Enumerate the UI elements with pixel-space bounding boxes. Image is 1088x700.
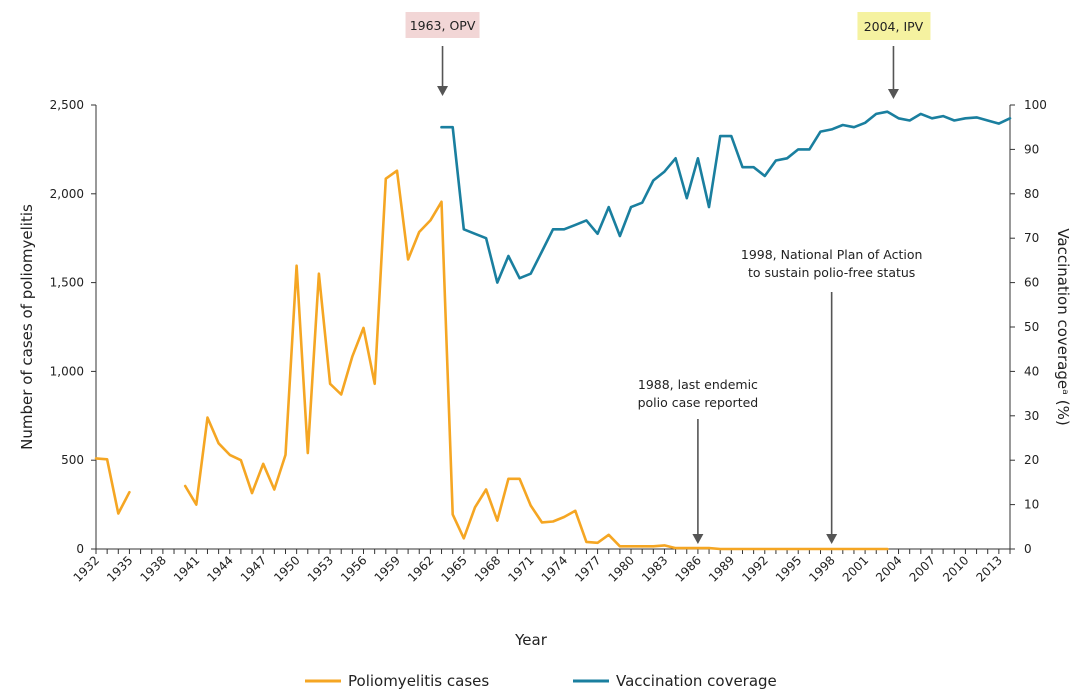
x-tick-label: 2010 [940, 553, 971, 584]
y2-tick-label: 0 [1024, 542, 1032, 556]
y-tick-label: 500 [61, 453, 84, 467]
x-tick-label: 1935 [104, 553, 135, 584]
y2-tick-label: 80 [1024, 187, 1039, 201]
endemic-label-line: polio case reported [638, 395, 759, 410]
x-tick-label: 2013 [973, 553, 1004, 584]
x-tick-label: 1974 [539, 553, 570, 584]
cases-line-segment-1 [183, 169, 889, 551]
y-tick-label: 0 [76, 542, 84, 556]
y-tick-label: 1,500 [50, 276, 84, 290]
x-tick-label: 1962 [405, 553, 436, 584]
axes: 1932 1935 1938 1941 1944 1947 1950 1953 1956 1959… [50, 98, 1047, 585]
y-tick-label: 2,000 [50, 187, 84, 201]
opv-label-box [405, 12, 480, 38]
y-tick-label: 1,000 [50, 364, 84, 378]
plan-arrow-head [826, 534, 838, 544]
x-tick-label: 1965 [438, 553, 469, 584]
y-axis-title: Number of cases of poliomyelitis [18, 204, 36, 450]
x-tick-label: 1941 [171, 553, 202, 584]
cases-line-segment-0 [94, 457, 131, 515]
y2-tick-label: 50 [1024, 320, 1039, 334]
x-tick-label: 2007 [907, 553, 938, 584]
endemic-label-line: 1988, last endemic [638, 377, 758, 392]
x-tick-label: 1992 [739, 553, 770, 584]
opv-arrow-head [437, 86, 449, 96]
x-tick-label: 1944 [204, 553, 235, 584]
y2-tick-label: 30 [1024, 409, 1039, 423]
endemic-arrow-head [692, 534, 704, 544]
x-tick-label: 1959 [372, 553, 403, 584]
x-tick-label: 1953 [305, 553, 336, 584]
legend: Poliomyelitis cases Vaccination coverage [305, 672, 777, 690]
x-tick-label: 1995 [773, 553, 804, 584]
y2-tick-label: 20 [1024, 453, 1039, 467]
y2-tick-label: 10 [1024, 498, 1039, 512]
ipv-label: 2004, IPV [864, 19, 924, 34]
ipv-arrow-head [887, 89, 899, 99]
opv-label: 1963, OPV [410, 18, 476, 33]
x-tick-label: 1986 [673, 553, 704, 584]
x-tick-label: 1989 [706, 553, 737, 584]
x-tick-label: 2004 [873, 553, 904, 584]
y2-tick-label: 100 [1024, 98, 1047, 112]
y2-axis-title: Vaccination coverageᵃ (%) [1054, 228, 1072, 425]
x-tick-label: 1968 [472, 553, 503, 584]
y2-tick-label: 60 [1024, 276, 1039, 290]
ipv-label-box [857, 12, 931, 40]
coverage-line-segment-0 [440, 110, 1012, 284]
x-tick-label: 1983 [639, 553, 670, 584]
legend-label-coverage: Vaccination coverage [616, 672, 777, 690]
x-tick-label: 1932 [71, 553, 102, 584]
x-tick-label: 1998 [806, 553, 837, 584]
y2-tick-label: 70 [1024, 231, 1039, 245]
annotations: 1963, OPV 2004, IPV 1998, National Plan of… [405, 12, 931, 544]
y2-tick-label: 90 [1024, 142, 1039, 156]
x-tick-label: 1950 [271, 553, 302, 584]
x-tick-label: 1971 [505, 553, 536, 584]
x-tick-label: 1938 [137, 553, 168, 584]
x-tick-label: 2001 [840, 553, 871, 584]
x-tick-label: 1977 [572, 553, 603, 584]
legend-label-cases: Poliomyelitis cases [348, 672, 489, 690]
x-tick-label: 1956 [338, 553, 369, 584]
x-tick-label: 1980 [606, 553, 637, 584]
x-tick-label: 1947 [238, 553, 269, 584]
plan-label-line: 1998, National Plan of Action [741, 247, 923, 262]
x-axis-title: Year [514, 631, 548, 649]
series-lines [94, 110, 1012, 551]
plan-label-line: to sustain polio-free status [748, 265, 915, 280]
y2-tick-label: 40 [1024, 364, 1039, 378]
y-tick-label: 2,500 [50, 98, 84, 112]
